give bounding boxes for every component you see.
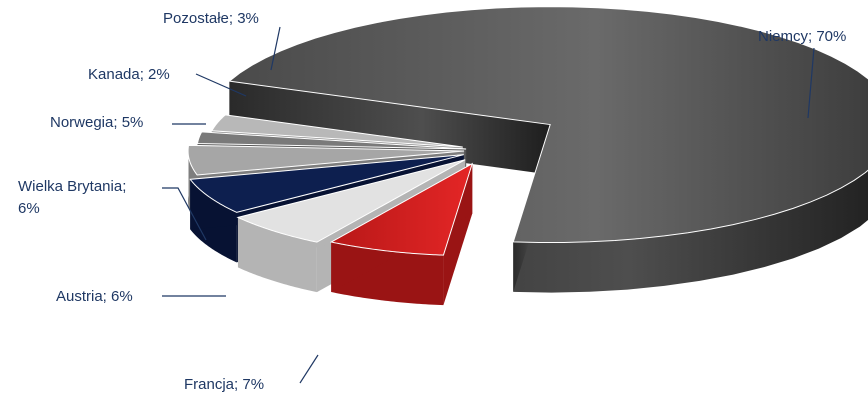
pie-slice-pozosta-e bbox=[211, 114, 463, 148]
leader-line-kanada bbox=[195, 73, 247, 97]
leader-line-pozosta-e bbox=[270, 26, 281, 71]
data-label-austria: Austria; 6% bbox=[56, 288, 133, 305]
pie-slice-norwegia bbox=[187, 144, 465, 176]
data-label-norwegia: Norwegia; 5% bbox=[50, 114, 143, 131]
data-label-kanada: Kanada; 2% bbox=[88, 66, 170, 83]
pie-slice-francja bbox=[329, 162, 474, 256]
pie-slice-niemcy bbox=[228, 6, 868, 244]
data-label-niemcy: Niemcy; 70% bbox=[758, 28, 846, 45]
data-label-wielka-brytania: Wielka Brytania; 6% bbox=[18, 178, 126, 217]
data-label-pozosta-e: Pozostałe; 3% bbox=[163, 10, 259, 27]
pie-slice-wielka-brytania bbox=[189, 154, 464, 213]
leader-line-wielka-brytania bbox=[162, 187, 207, 241]
data-label-francja: Francja; 7% bbox=[184, 376, 264, 393]
leader-line-niemcy bbox=[807, 47, 815, 119]
pie-slice-kanada bbox=[196, 131, 467, 150]
leader-line-francja bbox=[299, 354, 319, 384]
pie-slice-austria bbox=[236, 159, 466, 243]
pie-slice-face-0-niemcy bbox=[229, 81, 551, 175]
